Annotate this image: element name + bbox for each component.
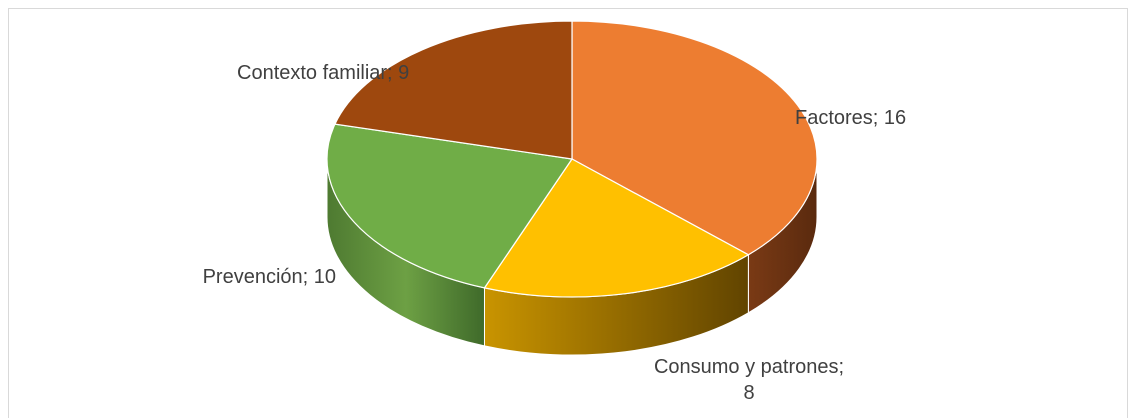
chart-frame	[8, 8, 1128, 418]
data-label-1: Consumo y patrones; 8	[654, 356, 844, 404]
data-label-0: Factores; 16	[795, 107, 906, 129]
pie-slice-3	[334, 20, 573, 160]
data-label-3: Contexto familiar; 9	[237, 62, 409, 84]
pie-slice-2	[326, 123, 574, 289]
data-label-2: Prevención; 10	[203, 266, 336, 288]
pie-slice-1	[483, 158, 750, 298]
pie-chart: Factores; 16 Consumo y patrones; 8 Prevenci…	[203, 20, 906, 404]
pie-slice-0	[571, 20, 818, 256]
